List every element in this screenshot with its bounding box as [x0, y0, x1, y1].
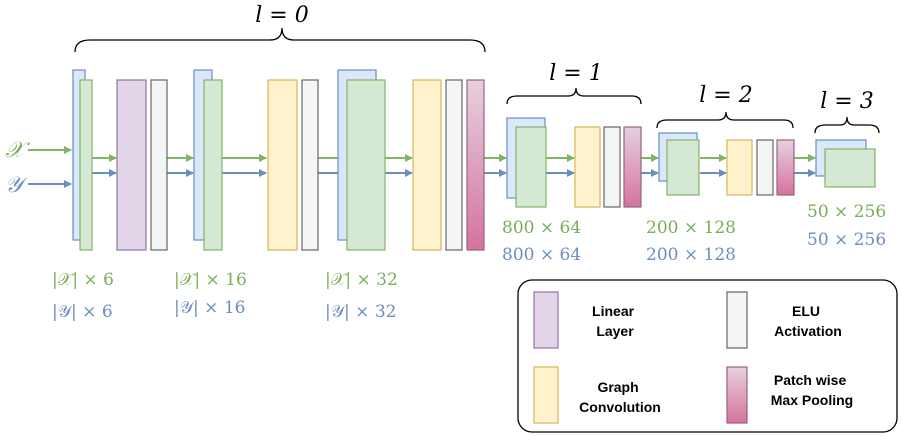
feature-block-green [824, 148, 876, 188]
dim-label-y: 800 × 64 [502, 245, 581, 265]
level-brace-1: l = 1 [506, 61, 642, 105]
level-brace-3: l = 3 [814, 89, 880, 134]
feature-block-green [515, 126, 547, 208]
legend-pooling-swatch [726, 366, 748, 424]
legend-linear-label: Linear Layer [592, 303, 638, 339]
level-label-0: l = 0 [255, 3, 308, 28]
input-y-label: 𝒴 [5, 173, 28, 198]
elu-block [756, 139, 774, 196]
dim-label-y: 200 × 128 [646, 245, 736, 265]
input-x-label: 𝒳 [5, 138, 30, 163]
legend-elu-label: ELU Activation [774, 303, 842, 339]
feature-block-green [346, 79, 386, 251]
dim-label-y: |𝒴| × 6 [52, 302, 113, 322]
level-label-2: l = 2 [699, 83, 752, 108]
dim-label-x: 50 × 256 [807, 202, 886, 222]
legend-linear-swatch [533, 291, 559, 349]
legend-graph-conv-swatch [533, 366, 559, 424]
elu-block [150, 79, 168, 251]
dim-label-x: |𝒳| × 16 [174, 270, 247, 290]
legend-elu-swatch [726, 291, 748, 349]
graph-conv-block [267, 79, 298, 251]
dim-label-x: |𝒳| × 6 [52, 270, 114, 290]
level-label-3: l = 3 [820, 89, 873, 114]
dim-label-x: 200 × 128 [646, 218, 736, 238]
elu-block [603, 126, 621, 208]
dim-label-x: |𝒳| × 32 [325, 270, 398, 290]
pooling-block [623, 126, 642, 208]
legend-frame [517, 279, 898, 433]
pooling-block [776, 139, 795, 196]
dimension-labels: |𝒳| × 6 |𝒴| × 6 |𝒳| × 16 |𝒴| × 16 |𝒳| × … [52, 202, 886, 322]
level-label-1: l = 1 [549, 61, 602, 86]
graph-conv-block [574, 126, 601, 208]
dim-label-x: 800 × 64 [502, 218, 581, 238]
level-brace-0: l = 0 [74, 3, 486, 53]
feature-block-green [79, 79, 93, 251]
elu-block [301, 79, 319, 251]
blocks [72, 69, 876, 251]
legend-pooling-label: Patch wise Max Pooling [771, 372, 853, 408]
dim-label-y: |𝒴| × 16 [174, 298, 245, 318]
arrows [28, 146, 816, 188]
dim-label-y: |𝒴| × 32 [325, 302, 396, 322]
linear-layer-block [116, 79, 147, 251]
feature-block-green [203, 79, 223, 251]
feature-block-green [666, 139, 700, 196]
graph-conv-block [726, 139, 753, 196]
elu-block [445, 79, 463, 251]
dim-label-y: 50 × 256 [807, 230, 886, 250]
level-brace-2: l = 2 [656, 83, 794, 129]
graph-conv-block [412, 79, 442, 251]
legend: Linear Layer ELU Activation Graph Convol… [517, 279, 898, 433]
legend-graph-conv-label: Graph Convolution [579, 379, 661, 415]
pooling-block [466, 79, 485, 251]
